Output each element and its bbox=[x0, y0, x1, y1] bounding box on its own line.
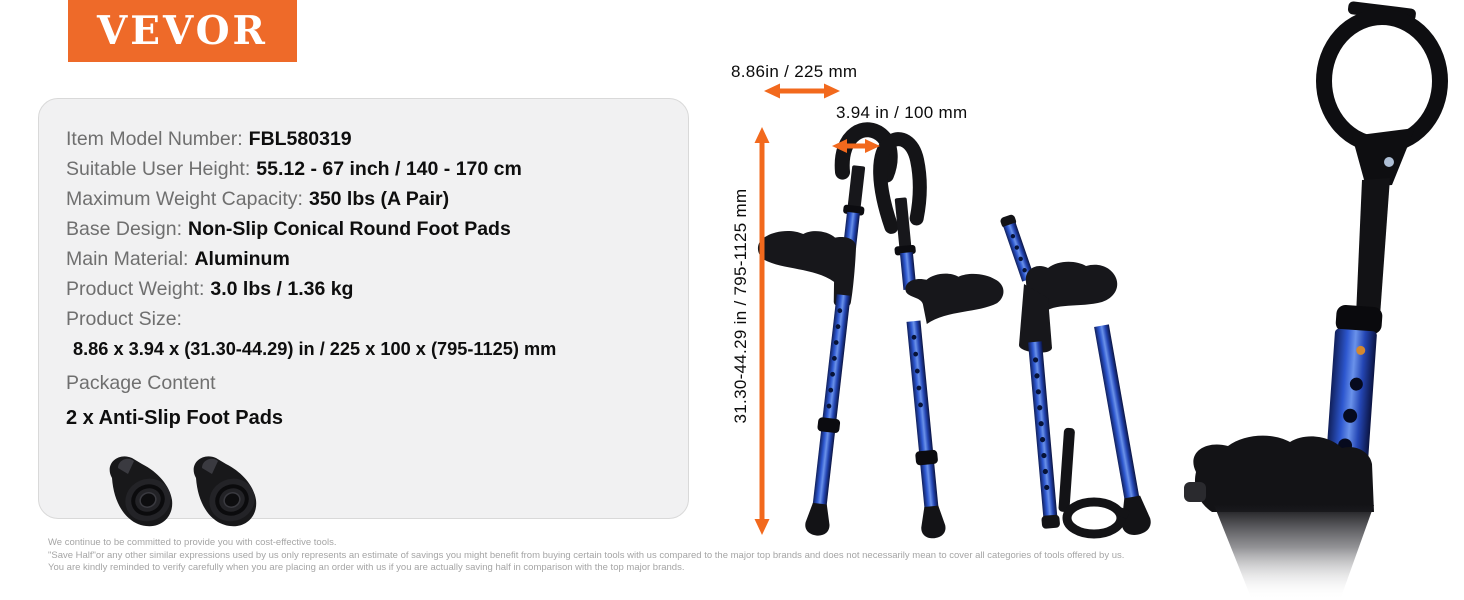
depth-dimension-label: 3.94 in / 100 mm bbox=[836, 103, 968, 122]
spec-label: Base Design: bbox=[66, 218, 182, 240]
spec-label: Product Weight: bbox=[66, 278, 205, 300]
vevor-logo-text: VEVOR bbox=[97, 8, 268, 54]
disclaimer-line: You are kindly reminded to verify carefu… bbox=[48, 562, 685, 574]
spec-panel: Item Model Number: FBL580319 Suitable Use… bbox=[38, 98, 689, 519]
crutch-left-illustration bbox=[757, 122, 898, 536]
width-arrow bbox=[764, 83, 840, 99]
product-size-value: 8.86 x 3.94 x (31.30-44.29) in / 225 x 1… bbox=[73, 339, 557, 359]
height-arrow bbox=[754, 127, 770, 535]
disclaimer-line: We continue to be committed to provide y… bbox=[48, 537, 337, 548]
spec-label: Product Size: bbox=[66, 308, 182, 330]
spec-row-weight-capacity: Maximum Weight Capacity: 350 lbs (A Pair) bbox=[66, 184, 670, 214]
width-dimension-label: 8.86in / 225 mm bbox=[731, 62, 858, 81]
spec-list: Item Model Number: FBL580319 Suitable Use… bbox=[39, 99, 688, 433]
disassembled-crutch-illustration bbox=[1000, 214, 1151, 539]
spec-value: 55.12 - 67 inch / 140 - 170 cm bbox=[256, 158, 522, 180]
spec-value: 3.0 lbs / 1.36 kg bbox=[210, 278, 354, 300]
height-dimension-label: 31.30-44.29 in / 795-1125 mm bbox=[731, 188, 750, 424]
spec-label: Main Material: bbox=[66, 248, 189, 270]
spec-label: Maximum Weight Capacity: bbox=[66, 188, 303, 210]
disclaimer-line: "Save Half"or any other similar expressi… bbox=[48, 549, 1125, 561]
spec-row-user-height: Suitable User Height: 55.12 - 67 inch / 1… bbox=[66, 154, 670, 184]
vevor-logo: VEVOR bbox=[68, 0, 297, 62]
depth-arrow bbox=[832, 139, 880, 153]
spec-row-model: Item Model Number: FBL580319 bbox=[66, 124, 670, 154]
disclaimer: We continue to be committed to provide y… bbox=[48, 537, 1168, 575]
spec-label: Item Model Number: bbox=[66, 128, 243, 150]
package-content-label: Package Content bbox=[66, 372, 216, 394]
spec-value: 350 lbs (A Pair) bbox=[308, 188, 450, 210]
crutch-right-illustration bbox=[873, 132, 1004, 539]
spec-row-product-size-label: Product Size: bbox=[66, 304, 670, 334]
spec-value: Non-Slip Conical Round Foot Pads bbox=[187, 218, 511, 240]
spec-row-base-design: Base Design: Non-Slip Conical Round Foot … bbox=[66, 214, 670, 244]
spec-value: Aluminum bbox=[194, 248, 290, 270]
package-content-value: 2 x Anti-Slip Foot Pads bbox=[66, 407, 284, 429]
spec-row-product-weight: Product Weight: 3.0 lbs / 1.36 kg bbox=[66, 274, 670, 304]
crutch-closeup-illustration bbox=[1184, 1, 1448, 600]
spec-label: Suitable User Height: bbox=[66, 158, 251, 180]
spec-value: FBL580319 bbox=[248, 128, 352, 150]
spec-row-material: Main Material: Aluminum bbox=[66, 244, 670, 274]
